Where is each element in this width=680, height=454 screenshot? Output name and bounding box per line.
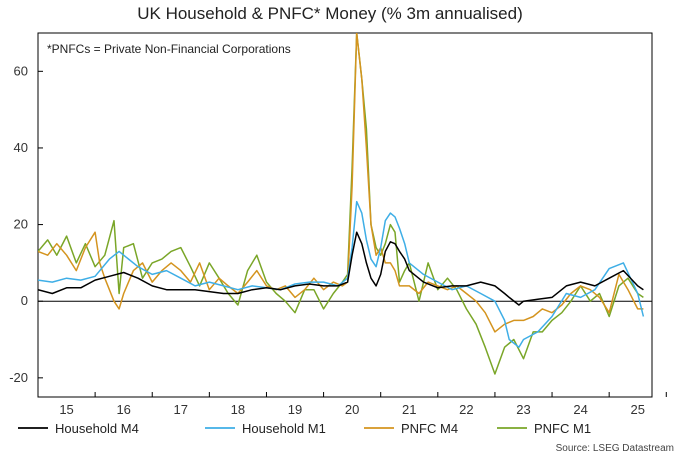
x-tick-label: 25 xyxy=(630,402,644,417)
series-line-pnfc-m4 xyxy=(38,33,644,333)
y-tick-label: 60 xyxy=(14,63,28,78)
y-tick-label: -20 xyxy=(9,370,28,385)
series-line-household-m4 xyxy=(38,231,644,306)
legend-label: Household M4 xyxy=(55,421,139,436)
x-tick-label: 19 xyxy=(288,402,302,417)
source-note: Source: LSEG Datastream xyxy=(556,443,674,454)
x-tick-label: 23 xyxy=(516,402,530,417)
x-tick-label: 15 xyxy=(59,402,73,417)
legend-label: PNFC M1 xyxy=(534,421,591,436)
x-tick-label: 22 xyxy=(459,402,473,417)
x-tick-label: 20 xyxy=(345,402,359,417)
legend-label: PNFC M4 xyxy=(401,421,458,436)
series-line-pnfc-m1 xyxy=(38,33,644,375)
series-line-household-m1 xyxy=(38,200,645,348)
series-group xyxy=(38,33,645,375)
chart-title: UK Household & PNFC* Money (% 3m annuali… xyxy=(137,4,523,23)
x-tick-label: 18 xyxy=(231,402,245,417)
chart-annotation: *PNFCs = Private Non-Financial Corporati… xyxy=(47,42,291,56)
x-tick-label: 16 xyxy=(116,402,130,417)
plot-area: -20 0 20 40 60 15 16 17 18 19 20 21 22 23 24 25 xyxy=(9,32,667,417)
x-tick-label: 21 xyxy=(402,402,416,417)
y-tick-label: 20 xyxy=(14,217,28,232)
x-tick-label: 17 xyxy=(174,402,188,417)
legend: Household M4 Household M1 PNFC M4 PNFC M1 xyxy=(18,421,591,436)
y-tick-label: 0 xyxy=(21,293,28,308)
y-tick-label: 40 xyxy=(14,140,28,155)
legend-label: Household M1 xyxy=(242,421,326,436)
x-tick-label: 24 xyxy=(573,402,587,417)
plot-frame xyxy=(37,32,653,398)
